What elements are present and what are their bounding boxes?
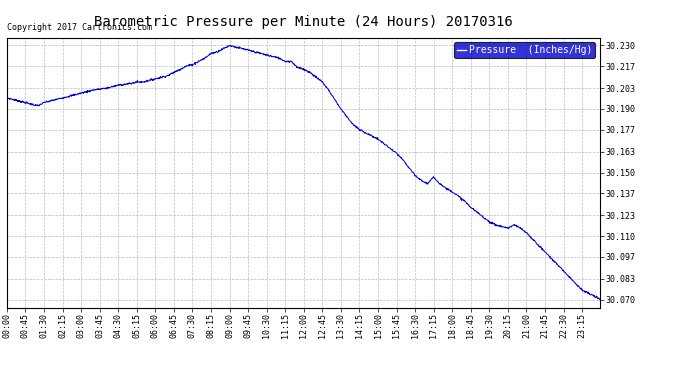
Text: Barometric Pressure per Minute (24 Hours) 20170316: Barometric Pressure per Minute (24 Hours… bbox=[95, 15, 513, 29]
Text: Copyright 2017 Cartronics.com: Copyright 2017 Cartronics.com bbox=[7, 23, 152, 32]
Legend: Pressure  (Inches/Hg): Pressure (Inches/Hg) bbox=[453, 42, 595, 58]
